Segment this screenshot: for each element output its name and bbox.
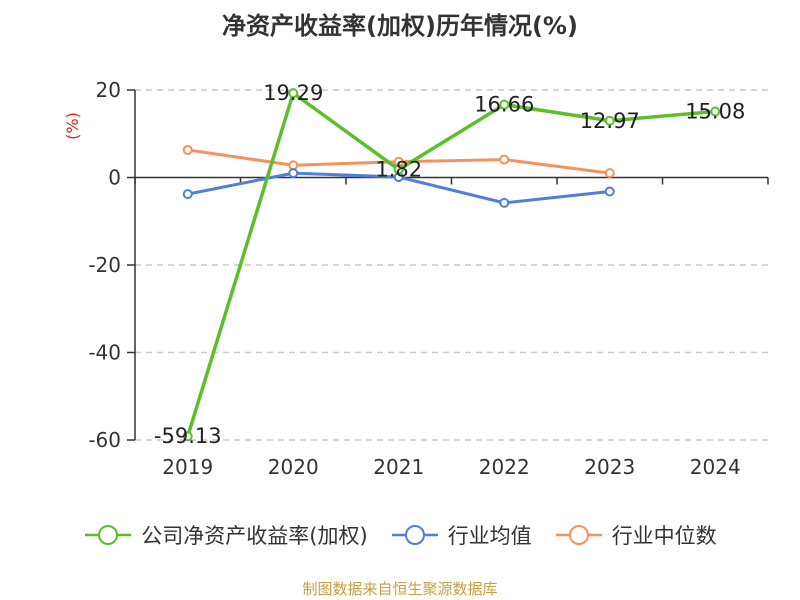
legend-label: 行业中位数 bbox=[611, 524, 717, 548]
legend-item: 公司净资产收益率(加权) bbox=[83, 520, 368, 550]
y-tick-label: -40 bbox=[88, 341, 121, 365]
legend-item: 行业均值 bbox=[390, 520, 532, 550]
y-tick-label: -60 bbox=[88, 428, 121, 452]
x-tick-label: 2019 bbox=[162, 455, 213, 479]
data-label: 1.82 bbox=[375, 158, 422, 182]
data-label: -59.13 bbox=[154, 424, 222, 448]
data-point bbox=[182, 189, 193, 200]
data-point bbox=[288, 160, 299, 171]
data-point bbox=[499, 197, 510, 208]
data-point bbox=[499, 99, 510, 110]
legend-marker bbox=[391, 525, 438, 545]
legend-marker bbox=[555, 525, 602, 545]
data-label: 16.66 bbox=[474, 93, 534, 117]
data-label: 15.08 bbox=[685, 100, 745, 124]
y-tick-label: -20 bbox=[88, 253, 121, 277]
data-label: 12.97 bbox=[580, 109, 640, 133]
legend: 公司净资产收益率(加权) 行业均值 行业中位数 bbox=[0, 520, 800, 550]
data-point bbox=[393, 164, 404, 175]
data-point bbox=[604, 115, 615, 126]
x-tick-label: 2021 bbox=[373, 455, 424, 479]
y-tick-label: 0 bbox=[108, 166, 121, 190]
legend-item: 行业中位数 bbox=[554, 520, 717, 550]
data-point bbox=[710, 106, 721, 117]
data-point bbox=[182, 431, 193, 442]
data-point bbox=[604, 186, 615, 197]
x-tick-label: 2020 bbox=[268, 455, 319, 479]
chart-title: 净资产收益率(加权)历年情况(%) bbox=[222, 12, 578, 40]
x-tick-label: 2024 bbox=[690, 455, 741, 479]
data-label: 19.29 bbox=[263, 81, 323, 105]
data-point bbox=[604, 168, 615, 179]
data-point bbox=[288, 168, 299, 179]
series-line bbox=[186, 91, 716, 437]
y-axis-label: (%) bbox=[63, 112, 82, 140]
legend-label: 行业均值 bbox=[447, 524, 532, 548]
y-tick-label: 20 bbox=[96, 78, 121, 102]
x-tick-label: 2023 bbox=[584, 455, 635, 479]
legend-marker bbox=[85, 525, 132, 545]
data-point bbox=[288, 88, 299, 99]
data-point bbox=[182, 144, 193, 155]
source-note: 制图数据来自恒生聚源数据库 bbox=[302, 580, 498, 598]
legend-label: 公司净资产收益率(加权) bbox=[141, 524, 368, 548]
data-point bbox=[499, 154, 510, 165]
x-tick-label: 2022 bbox=[479, 455, 530, 479]
